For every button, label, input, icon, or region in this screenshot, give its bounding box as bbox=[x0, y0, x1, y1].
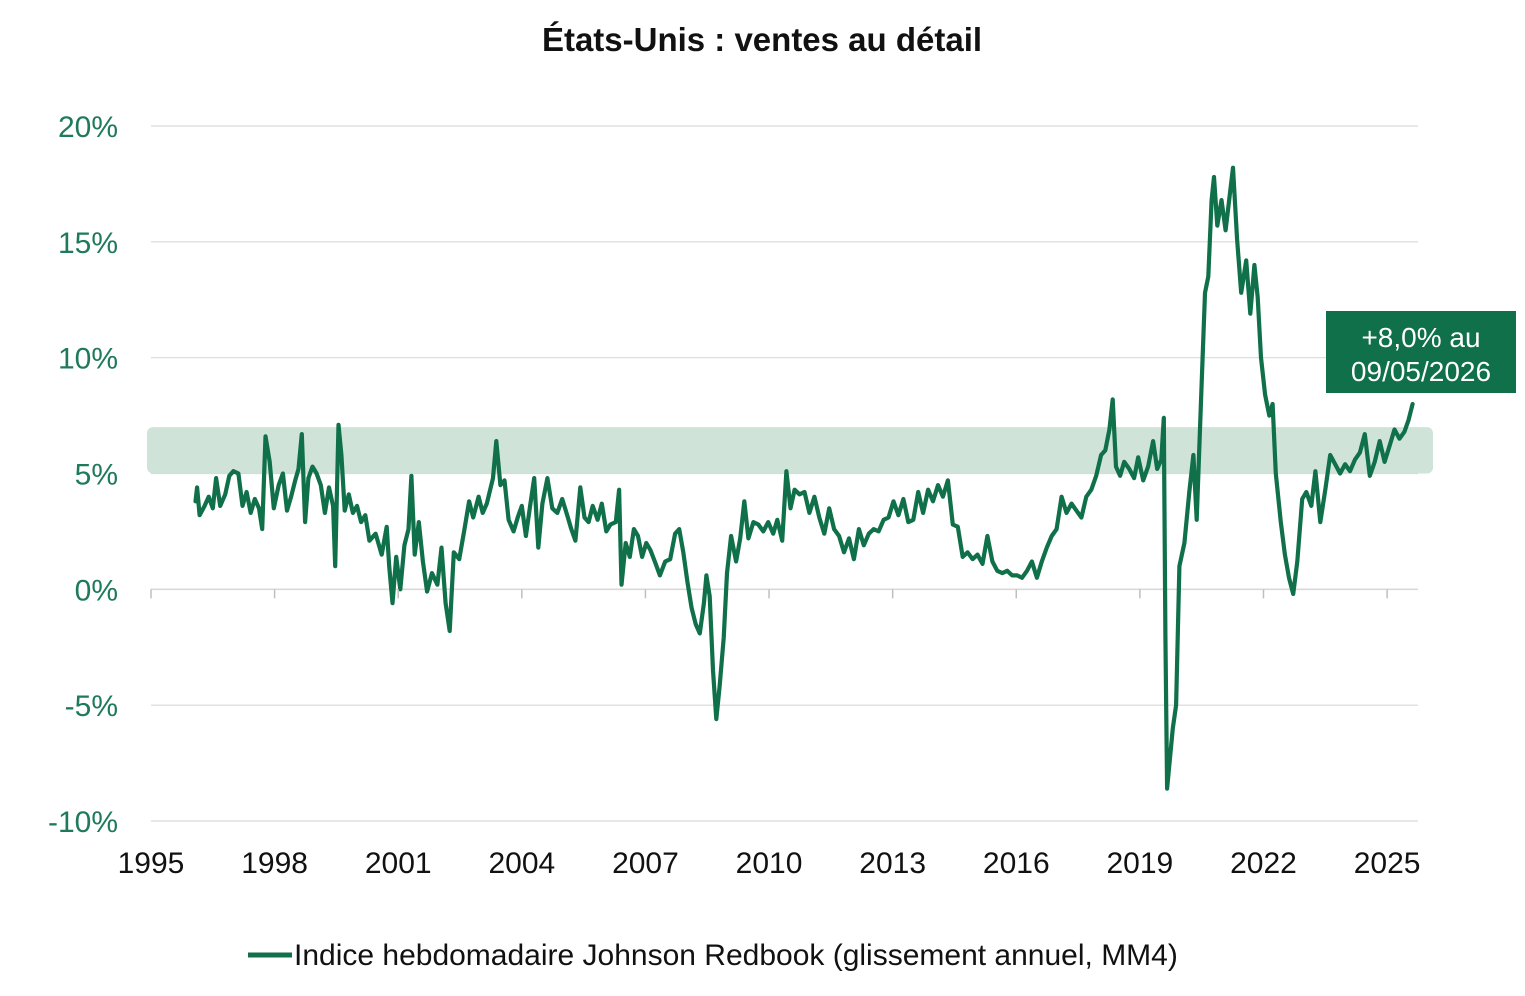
callout-line1: +8,0% au bbox=[1361, 322, 1480, 353]
shaded-band bbox=[147, 427, 1433, 474]
chart-title: États-Unis : ventes au détail bbox=[542, 21, 982, 58]
x-tick-label: 2016 bbox=[983, 847, 1050, 880]
callout-line2: 09/05/2026 bbox=[1351, 356, 1491, 387]
x-tick-label: 2001 bbox=[365, 847, 432, 880]
x-tick-label: 1998 bbox=[241, 847, 308, 880]
legend-label: Indice hebdomadaire Johnson Redbook (gli… bbox=[294, 939, 1178, 972]
y-tick-label: 15% bbox=[58, 227, 118, 260]
x-tick-label: 2022 bbox=[1230, 847, 1297, 880]
y-tick-label: 5% bbox=[75, 459, 118, 492]
x-tick-label: 2010 bbox=[736, 847, 803, 880]
x-axis: 1995 1998 2001 2004 2007 2010 2013 2016 2019 2022… bbox=[118, 589, 1421, 880]
x-tick-label: 2019 bbox=[1107, 847, 1174, 880]
y-tick-label: 20% bbox=[58, 111, 118, 144]
x-tick-label: 2004 bbox=[488, 847, 555, 880]
legend: Indice hebdomadaire Johnson Redbook (gli… bbox=[248, 939, 1178, 972]
y-tick-label: 10% bbox=[58, 343, 118, 376]
y-tick-label: 0% bbox=[75, 574, 118, 607]
y-tick-label: -5% bbox=[65, 690, 118, 723]
y-tick-label: -10% bbox=[48, 806, 118, 839]
callout: +8,0% au 09/05/2026 bbox=[1326, 311, 1516, 393]
x-tick-label: 2025 bbox=[1354, 847, 1421, 880]
callout-box bbox=[1326, 311, 1516, 393]
plot-area bbox=[147, 125, 1433, 822]
x-tick-label: 1995 bbox=[118, 847, 185, 880]
y-axis: 20% 15% 10% 5% 0% -5% -10% bbox=[48, 111, 118, 839]
x-tick-label: 2013 bbox=[859, 847, 926, 880]
x-tick-label: 2007 bbox=[612, 847, 679, 880]
series-line bbox=[193, 165, 1415, 791]
